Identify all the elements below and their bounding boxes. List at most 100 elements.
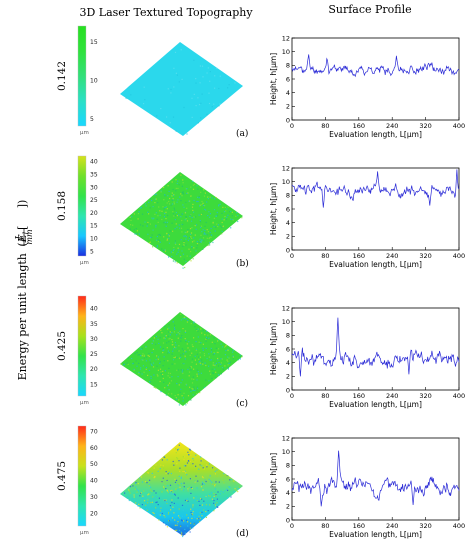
x-tick-label: 80: [321, 392, 329, 400]
panel-c: 15 20 25 30 35 40 µm 0.425 (c) 0 80 160 240 320 400 0 2 4…: [56, 295, 465, 409]
x-tick-label: 0: [290, 252, 294, 260]
y-tick-label: 4: [286, 359, 290, 367]
panel-label: (a): [236, 128, 248, 139]
profile-series-line: [291, 450, 460, 507]
x-tick-label: 160: [353, 392, 365, 400]
y-tick-label: 0: [286, 246, 290, 254]
x-tick-label: 400: [453, 122, 465, 130]
colorbar-tick-label: 20: [90, 210, 98, 217]
y-tick-label: 8: [286, 462, 290, 470]
surface-texture: [125, 49, 236, 135]
surface-texture: [129, 174, 243, 269]
colorbar-tick-label: 40: [90, 159, 98, 166]
colorbar-tick-label: 10: [90, 77, 98, 84]
colorbar-unit: µm: [80, 530, 89, 536]
x-tick-label: 0: [290, 392, 294, 400]
y-tick-label: 10: [282, 48, 290, 56]
x-axis-label: Evaluation length, L[µm]: [329, 130, 422, 139]
x-tick-label: 320: [419, 122, 431, 130]
x-tick-label: 400: [453, 252, 465, 260]
topo-header: 3D Laser Textured Topography: [79, 6, 253, 19]
energy-unit-fraction: [16, 222, 29, 226]
panel-d: 20 30 40 50 60 70 µm 0.475 (d) 0 80 160 240 320 400 0 2 4…: [56, 425, 465, 539]
colorbar: [77, 155, 87, 257]
colorbar-unit: µm: [80, 400, 89, 406]
panel-label: (b): [236, 258, 249, 269]
y-tick-label: 12: [282, 164, 290, 172]
panel-label: (c): [236, 398, 248, 409]
x-axis-label: Evaluation length, L[µm]: [329, 260, 422, 269]
colorbar-tick-label: 5: [90, 248, 94, 255]
surface-topography: [120, 312, 243, 406]
y-tick-label: 12: [282, 34, 290, 42]
y-tick-label: 10: [282, 178, 290, 186]
y-tick-label: 8: [286, 332, 290, 340]
x-tick-label: 0: [290, 122, 294, 130]
x-axis-label: Evaluation length, L[µm]: [329, 530, 422, 539]
y-tick-label: 10: [282, 318, 290, 326]
y-tick-label: 0: [286, 386, 290, 394]
x-tick-label: 320: [419, 522, 431, 530]
x-tick-label: 160: [353, 252, 365, 260]
profile-series-line: [291, 54, 460, 78]
colorbar-tick-label: 40: [90, 306, 98, 313]
colorbar-unit: µm: [80, 260, 89, 266]
y-tick-label: 2: [286, 503, 290, 511]
y-tick-label: 12: [282, 304, 290, 312]
colorbar-tick-label: 30: [90, 336, 98, 343]
x-tick-label: 80: [321, 122, 329, 130]
energy-value: 0.425: [56, 331, 68, 361]
y-axis-label: Height, h[µm]: [269, 53, 278, 105]
energy-axis-label: Energy per unit length (El[ ]) J mm: [15, 200, 34, 381]
y-tick-label: 0: [286, 116, 290, 124]
energy-value: 0.475: [56, 461, 68, 491]
y-tick-label: 2: [286, 103, 290, 111]
plot-frame: [291, 37, 460, 121]
y-tick-label: 6: [286, 345, 290, 353]
x-tick-label: 400: [453, 392, 465, 400]
x-tick-label: 240: [386, 522, 398, 530]
energy-value: 0.142: [56, 61, 68, 91]
colorbar-tick-label: 20: [90, 366, 98, 373]
plot-frame: [291, 437, 460, 521]
colorbar: [77, 425, 87, 527]
x-tick-label: 320: [419, 252, 431, 260]
profile-series-line: [291, 317, 460, 377]
y-axis-label: Height, h[µm]: [269, 183, 278, 235]
x-tick-label: 400: [453, 522, 465, 530]
colorbar-tick-label: 10: [90, 236, 98, 243]
x-tick-label: 240: [386, 122, 398, 130]
y-tick-label: 6: [286, 75, 290, 83]
panel-label: (d): [236, 528, 249, 539]
x-tick-label: 80: [321, 522, 329, 530]
plot-frame: [291, 307, 460, 391]
y-tick-label: 12: [282, 434, 290, 442]
energy-unit-numerator: J: [15, 235, 25, 242]
y-tick-label: 2: [286, 373, 290, 381]
colorbar: [77, 295, 87, 397]
x-tick-label: 160: [353, 122, 365, 130]
y-tick-label: 6: [286, 205, 290, 213]
energy-value: 0.158: [56, 191, 68, 221]
colorbar-tick-label: 50: [90, 461, 98, 468]
y-tick-label: 8: [286, 62, 290, 70]
colorbar-tick-label: 30: [90, 184, 98, 191]
surface-texture: [124, 444, 240, 538]
colorbar-tick-label: 30: [90, 494, 98, 501]
x-tick-label: 240: [386, 252, 398, 260]
colorbar-tick-label: 25: [90, 351, 98, 358]
profile-series-line: [291, 169, 460, 208]
surface-texture: [120, 313, 243, 406]
colorbar-tick-label: 20: [90, 510, 98, 517]
colorbar-tick-label: 35: [90, 171, 98, 178]
y-tick-label: 2: [286, 233, 290, 241]
panel-a: 5 10 15 µm 0.142 (a) 0 80 160 240 320 400 0 2 4 6 8 10 12 E…: [56, 25, 465, 139]
profile-header: Surface Profile: [328, 3, 411, 16]
x-tick-label: 80: [321, 252, 329, 260]
x-tick-label: 240: [386, 392, 398, 400]
y-tick-label: 4: [286, 219, 290, 227]
colorbar-unit: µm: [80, 130, 89, 136]
colorbar-tick-label: 15: [90, 381, 98, 388]
y-tick-label: 0: [286, 516, 290, 524]
